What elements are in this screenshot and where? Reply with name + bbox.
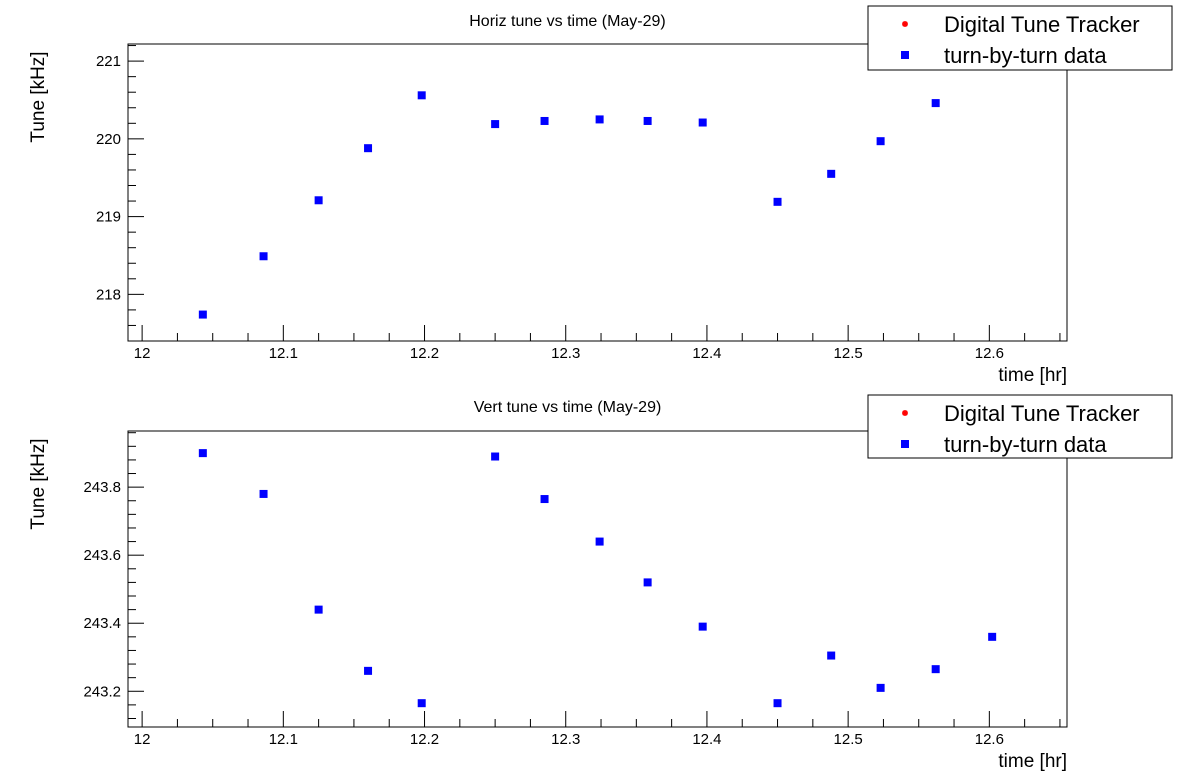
x-tick-label: 12.5 [834, 345, 863, 362]
x-tick-label: 12.4 [692, 345, 721, 362]
legend-marker [901, 51, 909, 59]
data-point [698, 622, 707, 631]
y-tick-label: 221 [96, 53, 121, 70]
data-point [314, 605, 323, 614]
x-tick-label: 12 [134, 731, 151, 748]
data-point [876, 683, 885, 692]
x-tick-label: 12.2 [410, 345, 439, 362]
legend-label: Digital Tune Tracker [944, 401, 1140, 426]
data-point [198, 310, 207, 319]
x-tick-label: 12 [134, 345, 151, 362]
x-axis-label: time [hr] [998, 365, 1067, 386]
y-tick-label: 219 [96, 209, 121, 226]
data-point [198, 449, 207, 458]
legend-label: Digital Tune Tracker [944, 12, 1140, 37]
chart-panel-2: Vert tune vs time (May-29) 12 12.1 12.2 12.3… [28, 394, 1173, 772]
data-point [259, 252, 268, 261]
x-tick-label: 12.6 [975, 731, 1004, 748]
data-point [698, 118, 707, 127]
legend-label: turn-by-turn data [944, 43, 1107, 68]
data-point [540, 495, 549, 504]
legend-marker [901, 440, 909, 448]
y-tick-label: 243.2 [83, 683, 121, 700]
data-point [417, 91, 426, 100]
y-axis-label: Tune [kHz] [28, 51, 49, 142]
legend-marker [902, 21, 908, 27]
x-tick-label: 12.4 [692, 731, 721, 748]
data-point [643, 578, 652, 587]
legend: Digital Tune Tracker turn-by-turn data [867, 394, 1173, 459]
x-tick-label: 12.3 [551, 731, 580, 748]
plot-frame [127, 43, 1068, 342]
y-axis-label: Tune [kHz] [28, 438, 49, 529]
data-point [988, 632, 997, 641]
plot-frame [127, 430, 1068, 728]
data-point [540, 116, 549, 125]
data-point [876, 137, 885, 146]
data-point [931, 665, 940, 674]
data-point [643, 116, 652, 125]
data-point [259, 489, 268, 498]
chart-panel-1: Horiz tune vs time (May-29) 12 12.1 12.2 12.… [28, 5, 1173, 386]
data-point [773, 197, 782, 206]
x-tick-label: 12.1 [269, 345, 298, 362]
chart-title: Horiz tune vs time (May-29) [469, 13, 666, 30]
legend: Digital Tune Tracker turn-by-turn data [867, 5, 1173, 71]
x-tick-label: 12.3 [551, 345, 580, 362]
data-point [827, 169, 836, 178]
data-point [827, 651, 836, 660]
data-point [491, 120, 500, 129]
data-point [773, 699, 782, 708]
x-tick-label: 12.5 [834, 731, 863, 748]
data-point [931, 99, 940, 108]
legend-marker [902, 410, 908, 416]
legend-label: turn-by-turn data [944, 432, 1107, 457]
y-tick-label: 243.4 [83, 615, 121, 632]
legend-box [867, 394, 1173, 459]
y-tick-label: 243.6 [83, 547, 121, 564]
y-tick-label: 218 [96, 286, 121, 303]
chart-title: Vert tune vs time (May-29) [474, 399, 662, 416]
data-point [364, 144, 373, 153]
data-point [364, 666, 373, 675]
legend-box [867, 5, 1173, 71]
data-point [417, 699, 426, 708]
data-point [595, 115, 604, 124]
y-tick-label: 243.8 [83, 479, 121, 496]
y-tick-label: 220 [96, 131, 121, 148]
data-point [491, 452, 500, 461]
x-axis-label: time [hr] [998, 751, 1067, 772]
x-tick-label: 12.6 [975, 345, 1004, 362]
data-point [314, 196, 323, 205]
data-point [595, 537, 604, 546]
x-tick-label: 12.2 [410, 731, 439, 748]
x-tick-label: 12.1 [269, 731, 298, 748]
